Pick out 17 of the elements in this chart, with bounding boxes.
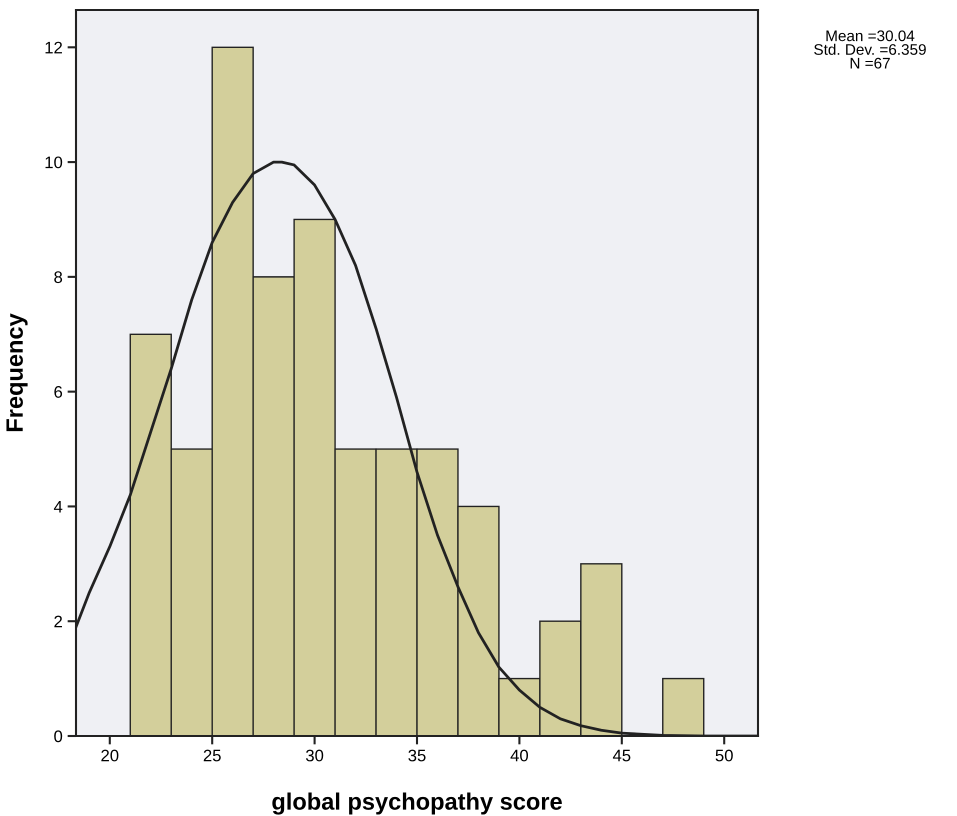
x-tick-label: 30	[306, 750, 324, 762]
y-axis-title: Frequency	[6, 313, 28, 432]
y-tick-label: 2	[54, 616, 62, 628]
x-tick-label: 45	[612, 750, 630, 762]
y-tick-label: 8	[54, 271, 62, 284]
y-tick-label: 6	[54, 386, 62, 398]
x-tick-label: 50	[716, 750, 733, 762]
y-tick-label: 0	[54, 730, 62, 742]
x-tick-label: 25	[204, 750, 221, 762]
x-tick-label: 35	[408, 750, 426, 762]
x-tick-label: 40	[510, 750, 528, 762]
y-tick-label: 4	[54, 501, 62, 512]
y-tick-label: 12	[46, 42, 62, 54]
text: Mean =30.04 Std. Dev. =6.359 N =67	[814, 30, 926, 69]
y-tick-label: 10	[46, 156, 62, 168]
x-axis-title: global psychopathy score	[272, 792, 562, 815]
x-tick-label: 20	[101, 750, 118, 762]
